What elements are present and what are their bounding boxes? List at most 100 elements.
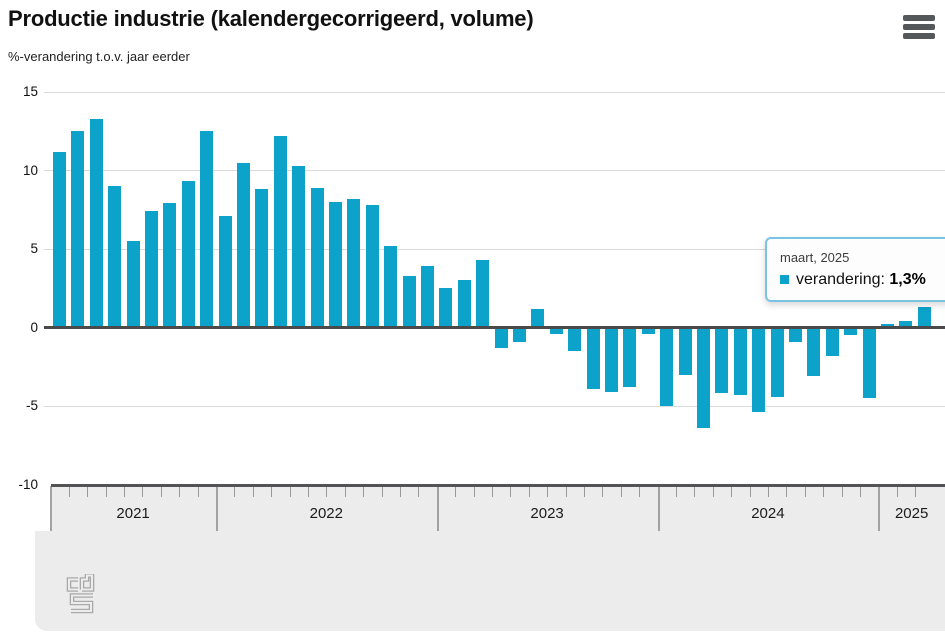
bar-mrt-2024[interactable] <box>697 327 710 428</box>
bar-mei-2023[interactable] <box>513 327 526 342</box>
month-tick <box>786 487 788 497</box>
month-tick <box>197 487 199 497</box>
bar-sep-2023[interactable] <box>586 327 600 389</box>
bar-jun-2023[interactable] <box>531 308 545 328</box>
month-tick <box>823 487 825 497</box>
month-tick <box>804 487 806 497</box>
bar-feb-2024[interactable] <box>678 327 692 375</box>
month-tick <box>841 487 843 497</box>
month-tick <box>528 487 530 497</box>
tooltip-series-label: verandering: <box>796 271 885 288</box>
bar-mei-2024[interactable] <box>733 327 747 395</box>
bar-mrt-2025[interactable] <box>917 307 931 328</box>
month-tick <box>749 487 751 497</box>
bar-jul-2022[interactable] <box>329 201 342 328</box>
month-tick <box>160 487 162 497</box>
month-tick <box>455 487 457 497</box>
bar-aug-2023[interactable] <box>568 327 582 352</box>
bar-sep-2022[interactable] <box>365 205 379 328</box>
bar-sep-2021[interactable] <box>145 211 158 328</box>
bar-aug-2021[interactable] <box>126 241 140 328</box>
month-tick <box>583 487 585 497</box>
bar-dec-2023[interactable] <box>641 327 655 334</box>
gridline <box>44 405 945 407</box>
tooltip-value: 1,3% <box>889 271 926 288</box>
tooltip-date: maart, 2025 <box>780 250 850 265</box>
bar-apr-2024[interactable] <box>715 327 729 394</box>
bar-sep-2024[interactable] <box>807 327 821 377</box>
bar-nov-2024[interactable] <box>844 327 858 336</box>
month-tick <box>105 487 107 497</box>
bar-apr-2021[interactable] <box>53 151 66 328</box>
y-axis-label: -5 <box>25 398 38 413</box>
bar-nov-2021[interactable] <box>181 181 195 328</box>
cbs-logo <box>66 573 99 619</box>
bar-okt-2021[interactable] <box>163 203 177 328</box>
bar-mrt-2022[interactable] <box>255 189 269 328</box>
month-tick <box>307 487 309 497</box>
month-tick <box>381 487 383 497</box>
month-tick <box>363 487 365 497</box>
bar-jun-2021[interactable] <box>89 118 103 328</box>
chart-title: Productie industrie (kalendergecorrigeer… <box>8 6 534 31</box>
bar-jul-2023[interactable] <box>549 327 563 334</box>
month-tick <box>399 487 401 497</box>
bar-mei-2022[interactable] <box>292 165 306 328</box>
bar-okt-2023[interactable] <box>605 327 618 392</box>
year-label-2024: 2024 <box>751 505 785 522</box>
month-tick <box>234 487 236 497</box>
bar-jun-2024[interactable] <box>752 327 766 413</box>
year-label-2022: 2022 <box>309 505 343 522</box>
tooltip: maart, 2025 verandering: 1,3% <box>765 237 945 302</box>
zero-line <box>44 326 945 329</box>
bar-feb-2023[interactable] <box>457 280 471 328</box>
bar-okt-2022[interactable] <box>384 245 398 328</box>
bar-mrt-2023[interactable] <box>476 259 490 328</box>
bar-mei-2021[interactable] <box>71 131 85 328</box>
year-label-2021: 2021 <box>116 505 150 522</box>
bar-feb-2022[interactable] <box>237 162 250 328</box>
y-axis-label: 5 <box>30 241 38 256</box>
bar-nov-2022[interactable] <box>402 275 416 328</box>
tooltip-value-row: verandering: 1,3% <box>780 269 945 290</box>
bar-jun-2022[interactable] <box>310 187 324 328</box>
timeline-band[interactable] <box>51 486 945 532</box>
month-tick <box>915 487 917 497</box>
year-separator <box>215 486 218 531</box>
bar-jul-2024[interactable] <box>770 327 784 397</box>
bar-feb-2025[interactable] <box>899 321 913 328</box>
bar-aug-2022[interactable] <box>347 198 361 328</box>
month-tick <box>271 487 273 497</box>
bar-apr-2022[interactable] <box>273 135 287 328</box>
bar-jan-2024[interactable] <box>660 327 674 406</box>
year-separator <box>657 486 660 531</box>
month-tick <box>344 487 346 497</box>
hamburger-menu-icon <box>903 15 935 39</box>
month-tick <box>289 487 291 497</box>
bar-dec-2022[interactable] <box>421 266 434 328</box>
bar-nov-2023[interactable] <box>623 327 637 388</box>
bar-apr-2023[interactable] <box>494 327 508 348</box>
month-tick <box>123 487 125 497</box>
bar-aug-2024[interactable] <box>789 327 802 342</box>
bar-jan-2025[interactable] <box>881 324 894 328</box>
chart-menu-button[interactable] <box>903 15 935 41</box>
bar-okt-2024[interactable] <box>825 327 839 356</box>
month-tick <box>620 487 622 497</box>
bar-dec-2021[interactable] <box>200 131 214 328</box>
bar-jan-2023[interactable] <box>439 288 453 328</box>
y-axis-label: 10 <box>22 162 38 178</box>
month-tick <box>418 487 420 497</box>
bar-dec-2024[interactable] <box>862 327 876 399</box>
month-tick <box>473 487 475 497</box>
bar-jul-2021[interactable] <box>108 186 122 328</box>
legend-square-icon <box>780 275 789 284</box>
x-axis-line <box>51 484 945 487</box>
year-label-2025: 2025 <box>894 505 929 522</box>
year-separator <box>436 486 439 531</box>
month-tick <box>547 487 549 497</box>
bar-jan-2022[interactable] <box>218 216 232 328</box>
year-label-2023: 2023 <box>530 505 564 522</box>
